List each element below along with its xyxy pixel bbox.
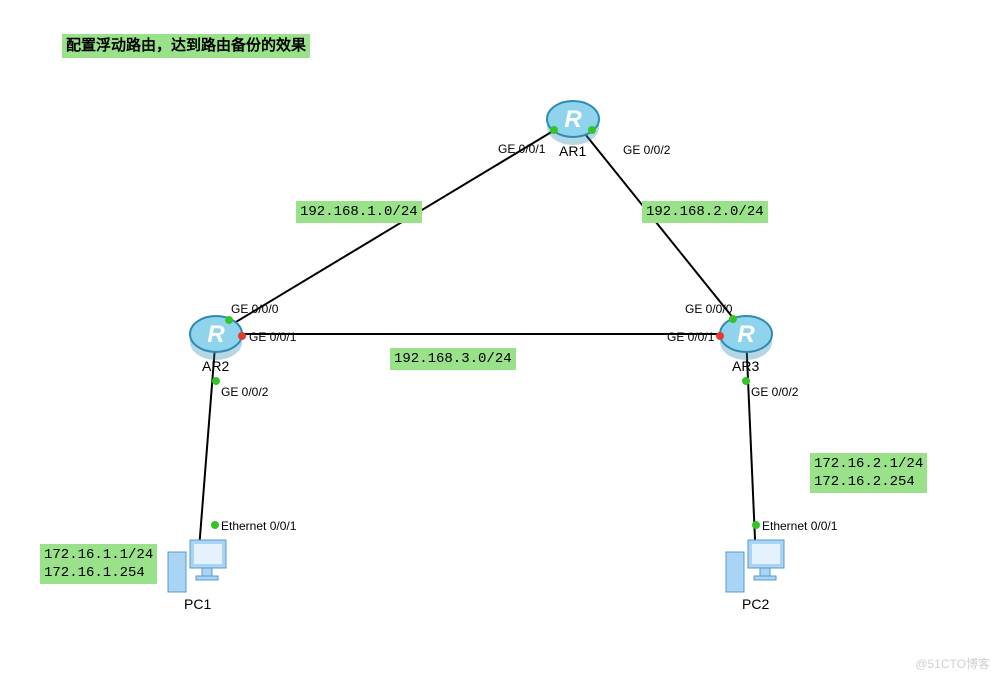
interface-label: Ethernet 0/0/1 — [762, 519, 837, 533]
pc-icon — [168, 540, 226, 592]
device-label: PC2 — [742, 596, 769, 612]
port-status-dot — [550, 126, 558, 134]
port-status-dot — [588, 126, 596, 134]
device-label: AR3 — [732, 358, 759, 374]
port-status-dot — [716, 332, 724, 340]
router-letter-icon: R — [207, 321, 225, 348]
port-status-dot — [238, 332, 246, 340]
port-status-dot — [212, 377, 220, 385]
interface-label: GE 0/0/2 — [751, 385, 798, 399]
port-status-dot — [211, 521, 219, 529]
device-label: PC1 — [184, 596, 211, 612]
interface-label: GE 0/0/0 — [685, 302, 732, 316]
port-status-dot — [225, 316, 233, 324]
interface-label: GE 0/0/1 — [498, 142, 545, 156]
interface-label: Ethernet 0/0/1 — [221, 519, 296, 533]
device-label: AR2 — [202, 358, 229, 374]
subnet-label: 192.168.2.0/24 — [642, 201, 768, 223]
port-status-dot — [752, 521, 760, 529]
interface-label: GE 0/0/1 — [249, 330, 296, 344]
interface-label: GE 0/0/2 — [221, 385, 268, 399]
pc-icon — [726, 540, 784, 592]
pc1-ip-box: 172.16.1.1/24 172.16.1.254 — [40, 544, 157, 584]
subnet-label: 192.168.3.0/24 — [390, 348, 516, 370]
router-letter-icon: R — [737, 321, 755, 348]
port-status-dot — [742, 377, 750, 385]
port-status-dot — [729, 315, 737, 323]
interface-label: GE 0/0/2 — [623, 143, 670, 157]
pc2-ip-box: 172.16.2.1/24 172.16.2.254 — [810, 453, 927, 493]
watermark: @51CTO博客 — [915, 655, 990, 672]
subnet-label: 192.168.1.0/24 — [296, 201, 422, 223]
router-letter-icon: R — [564, 106, 582, 133]
interface-label: GE 0/0/1 — [667, 330, 714, 344]
interface-label: GE 0/0/0 — [231, 302, 278, 316]
device-label: AR1 — [559, 143, 586, 159]
